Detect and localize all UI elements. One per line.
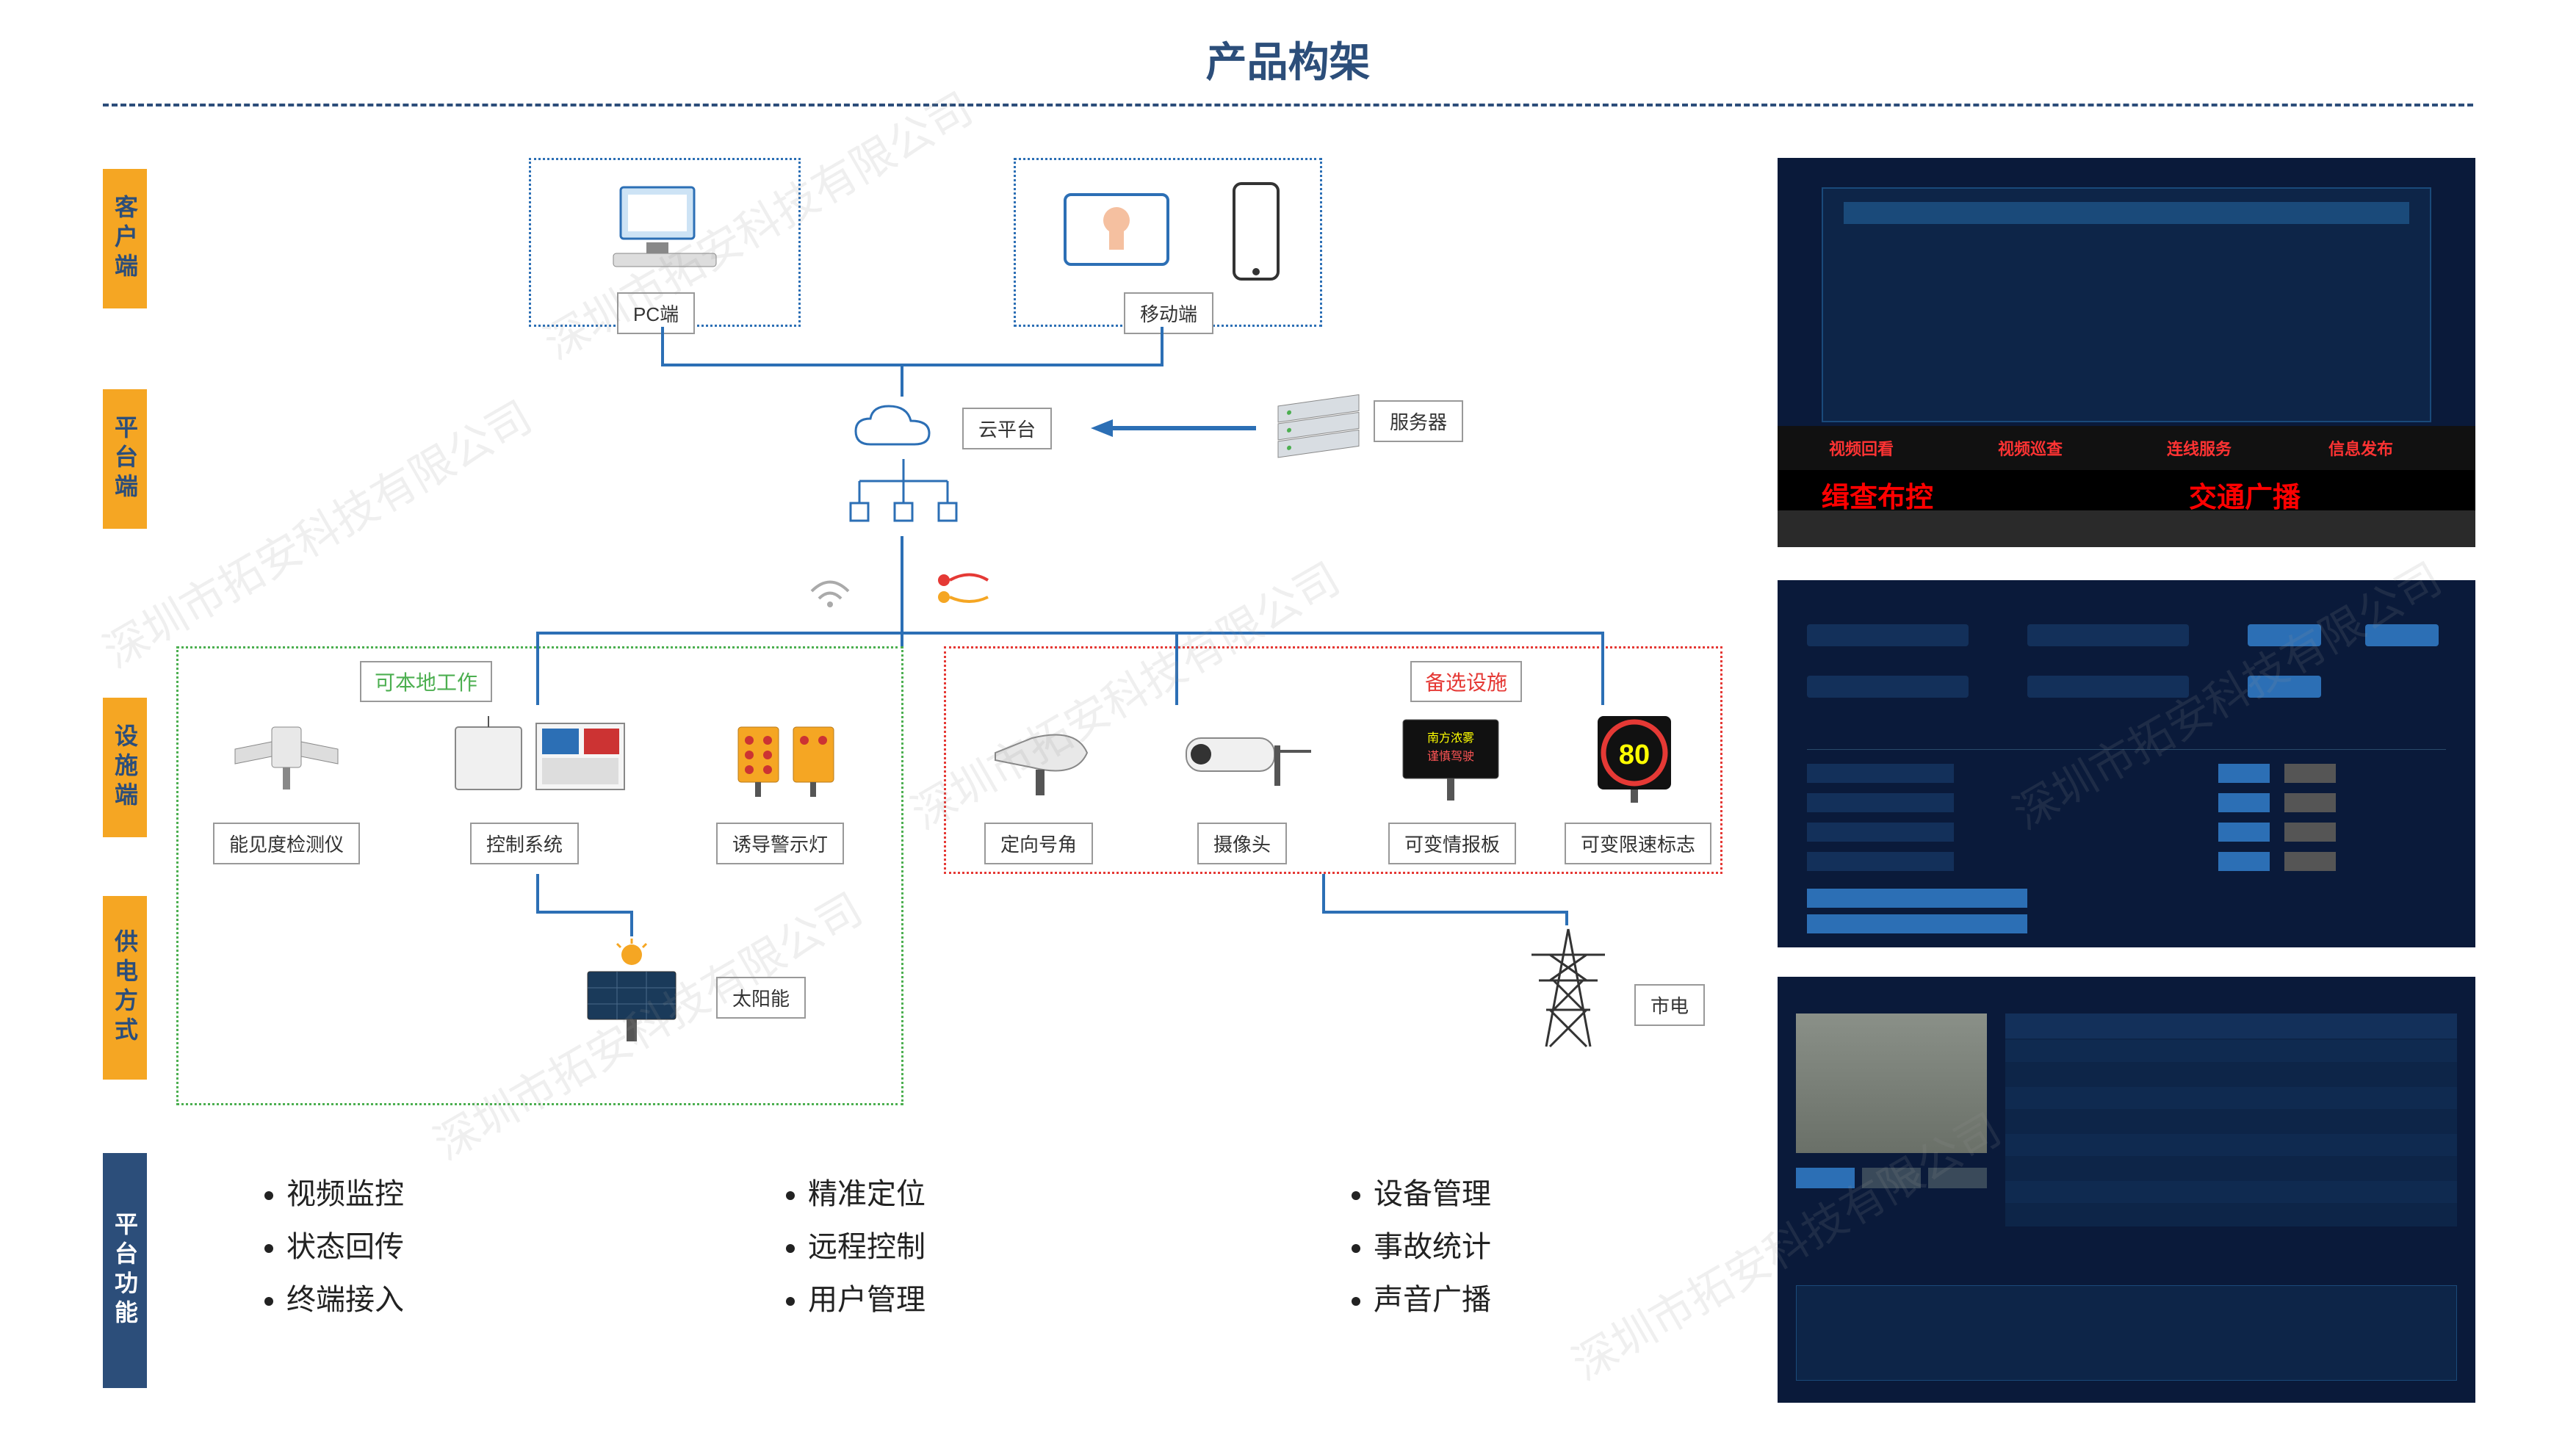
func-item: 远程控制 <box>808 1221 926 1273</box>
camera-icon <box>1161 712 1330 801</box>
horn-icon <box>970 709 1109 804</box>
line-opt-power-v <box>1322 874 1325 911</box>
line-cloud-down <box>901 536 903 632</box>
control-system-icon <box>433 712 639 801</box>
title-underline <box>103 104 2473 106</box>
func-col1: 视频监控 状态回传 终端接入 <box>264 1168 404 1326</box>
func-col2: 精准定位 远程控制 用户管理 <box>786 1168 926 1326</box>
func-item: 事故统计 <box>1374 1221 1491 1273</box>
wifi-icon <box>801 558 859 617</box>
row-label-func: 平台功能 <box>103 1153 147 1388</box>
row-label-client: 客户端 <box>103 169 147 308</box>
func-item: 设备管理 <box>1374 1168 1491 1221</box>
top-small-3: 连线服务 <box>2160 433 2239 463</box>
local-tag: 可本地工作 <box>360 661 492 702</box>
horn-label: 定向号角 <box>984 823 1093 864</box>
func-item: 声音广播 <box>1374 1273 1491 1326</box>
line-f-center <box>901 632 903 646</box>
screenshot-top: 视频回看 视频巡查 连线服务 信息发布 缉查布控 交通广播 <box>1778 158 2475 547</box>
top-label-1: 缉查布控 <box>1822 474 1933 515</box>
cable-icon <box>933 558 999 617</box>
screenshot-bot <box>1778 977 2475 1403</box>
line-f2 <box>1175 632 1178 705</box>
line-pc-down <box>661 327 664 364</box>
line-mobile-down <box>1161 327 1163 364</box>
grid-tower-icon <box>1506 918 1631 1058</box>
server-label: 服务器 <box>1374 400 1463 442</box>
mobile-label: 移动端 <box>1124 292 1213 334</box>
row-label-facility: 设施端 <box>103 698 147 837</box>
server-icon <box>1263 389 1374 477</box>
row-label-platform: 平台端 <box>103 389 147 529</box>
top-small-2: 视频巡查 <box>1991 433 2070 463</box>
top-small-4: 信息发布 <box>2321 433 2400 463</box>
arrow-server-cloud-line <box>1109 426 1256 430</box>
warning-light-icon <box>705 712 867 801</box>
func-item: 视频监控 <box>286 1168 404 1221</box>
visibility-sensor-icon <box>206 712 367 801</box>
vms-speed-label: 可变限速标志 <box>1565 823 1711 864</box>
solar-icon <box>558 933 705 1050</box>
pc-icon <box>573 173 757 283</box>
line-to-cloud <box>901 364 903 397</box>
line-local-power-h <box>536 911 632 914</box>
tablet-icon <box>1036 173 1197 283</box>
vms-board-label: 可变情报板 <box>1388 823 1516 864</box>
svg-text:谨慎驾驶: 谨慎驾驶 <box>1427 750 1474 763</box>
func-col3: 设备管理 事故统计 声音广播 <box>1352 1168 1491 1326</box>
top-label-2: 交通广播 <box>2189 474 2301 515</box>
svg-text:80: 80 <box>1619 740 1650 770</box>
line-f1 <box>536 632 539 705</box>
control-label: 控制系统 <box>470 823 579 864</box>
line-local-power-v2 <box>630 911 633 936</box>
network-tree-icon <box>845 459 962 540</box>
vms-speed-icon: 80 <box>1572 705 1697 808</box>
watermark: 深圳市拓安科技有限公司 <box>90 383 541 680</box>
solar-label: 太阳能 <box>716 977 806 1019</box>
camera-label: 摄像头 <box>1197 823 1287 864</box>
arrow-server-cloud-head <box>1091 419 1113 437</box>
visibility-label: 能见度检测仪 <box>213 823 360 864</box>
line-pc-h <box>661 364 903 366</box>
phone-icon <box>1219 176 1293 286</box>
line-f3 <box>1601 632 1604 705</box>
func-item: 用户管理 <box>808 1273 926 1326</box>
vms-board-icon: 南方浓雾谨慎驾驶 <box>1381 705 1520 808</box>
line-mobile-h <box>901 364 1163 366</box>
grid-label: 市电 <box>1634 984 1705 1026</box>
optional-tag: 备选设施 <box>1410 661 1522 702</box>
line-local-power-v <box>536 874 539 911</box>
cloud-label: 云平台 <box>962 408 1052 449</box>
func-item: 精准定位 <box>808 1168 926 1221</box>
line-facility-h <box>536 632 1601 635</box>
pc-label: PC端 <box>617 292 695 334</box>
func-item: 状态回传 <box>286 1221 404 1273</box>
page-title: 产品构架 <box>0 0 2576 89</box>
screenshot-mid <box>1778 580 2475 947</box>
row-label-power: 供电方式 <box>103 896 147 1080</box>
warning-light-label: 诱导警示灯 <box>716 823 844 864</box>
line-opt-power-v2 <box>1565 911 1568 925</box>
func-item: 终端接入 <box>286 1273 404 1326</box>
svg-text:南方浓雾: 南方浓雾 <box>1427 731 1474 745</box>
top-small-1: 视频回看 <box>1822 433 1901 463</box>
line-opt-power-h <box>1322 911 1568 914</box>
